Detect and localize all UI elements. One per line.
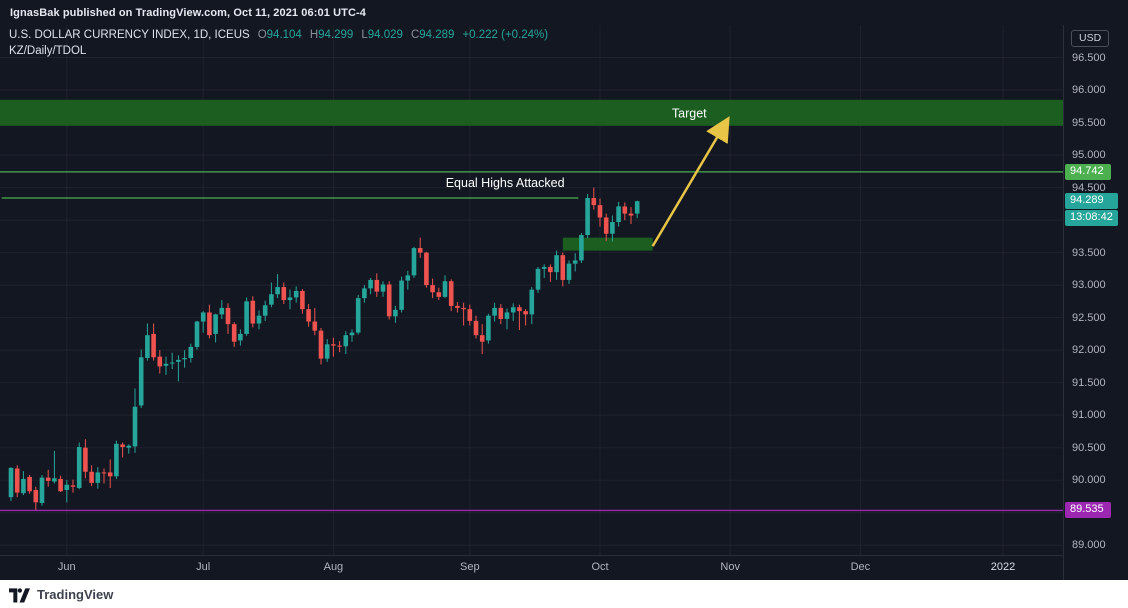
attribution-text: IgnasBak published on TradingView.com, O… <box>10 6 366 19</box>
price-tick: 91.500 <box>1072 376 1106 389</box>
target-label[interactable]: Target <box>672 106 707 120</box>
demand-box[interactable] <box>562 237 653 251</box>
resistance-price-label: 94.742 <box>1065 163 1111 180</box>
grid-lines <box>0 25 1063 555</box>
currency-toggle-button[interactable]: USD <box>1071 30 1110 47</box>
price-tick: 95.500 <box>1072 116 1106 129</box>
attribution-bar: IgnasBak published on TradingView.com, O… <box>0 0 1128 25</box>
price-tick: 91.000 <box>1072 409 1106 422</box>
time-tick-jul: Jul <box>196 561 211 573</box>
bar-close-countdown: 13:08:42 <box>1065 210 1118 227</box>
price-tick: 90.000 <box>1072 474 1106 487</box>
last-price-label: 94.289 13:08:42 <box>1065 193 1118 227</box>
tradingview-logo-icon[interactable] <box>9 586 30 603</box>
target-zone[interactable] <box>0 99 1063 126</box>
time-tick-oct: Oct <box>591 561 609 573</box>
price-tick: 95.000 <box>1072 149 1106 162</box>
projection-arrow[interactable] <box>651 116 730 247</box>
candlestick-chart[interactable]: Equal Highs Attacked Target <box>0 25 1063 555</box>
price-tick: 92.500 <box>1072 311 1106 324</box>
time-tick-sep: Sep <box>460 561 480 573</box>
price-tick: 92.000 <box>1072 344 1106 357</box>
time-tick-2022: 2022 <box>990 561 1016 573</box>
price-tick: 90.500 <box>1072 441 1106 454</box>
support-price-label: 89.535 <box>1065 502 1111 519</box>
footer-bar: TradingView <box>0 580 1128 608</box>
price-tick: 93.000 <box>1072 279 1106 292</box>
equal-highs-label[interactable]: Equal Highs Attacked <box>446 176 565 190</box>
price-tick: 89.000 <box>1072 539 1106 552</box>
candlestick-series <box>8 187 640 511</box>
time-tick-nov: Nov <box>720 561 740 573</box>
price-tick: 96.500 <box>1072 51 1106 64</box>
time-tick-dec: Dec <box>850 561 871 573</box>
time-axis[interactable]: Jun Jul Aug Sep Oct Nov Dec 2022 <box>0 555 1063 580</box>
support-price-label-value: 89.535 <box>1065 502 1111 519</box>
time-tick-jun: Jun <box>57 561 76 573</box>
price-tick: 94.500 <box>1072 181 1106 194</box>
chart-canvas[interactable]: Equal Highs Attacked Target U.S. DOLLAR C… <box>0 25 1063 555</box>
price-axis[interactable]: USD 96.50096.00095.50095.00094.50094.000… <box>1063 25 1128 580</box>
price-tick: 96.000 <box>1072 84 1106 97</box>
tradingview-wordmark[interactable]: TradingView <box>37 586 114 602</box>
price-tick: 93.500 <box>1072 246 1106 259</box>
resistance-price-label-value: 94.742 <box>1065 163 1111 180</box>
time-tick-aug: Aug <box>323 561 344 573</box>
last-price-label-value: 94.289 <box>1065 193 1118 210</box>
